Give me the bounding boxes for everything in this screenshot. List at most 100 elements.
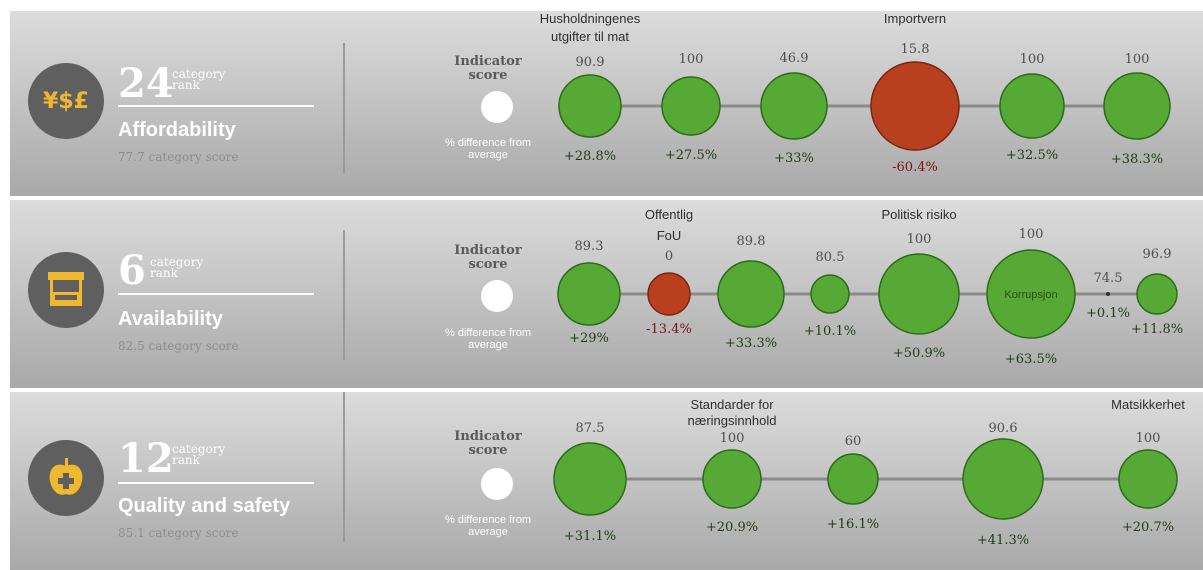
category-score: 85.1 category score xyxy=(118,526,239,540)
indicator-difference-label: +11.8% xyxy=(1131,322,1183,337)
bubble-chart-availability: 89.3 +29% 0 -13.4% Offentlig FoU 89.8 +33.3% 80.… xyxy=(557,207,1183,367)
indicator-name-label: Politisk risiko xyxy=(881,207,956,222)
indicator-score-label: 100 xyxy=(1020,52,1045,67)
category-panel-availability: 6 category rank Availability 82.5 categor… xyxy=(10,200,1203,388)
category-rank: 24 xyxy=(118,60,174,107)
indicator-bubble xyxy=(661,76,721,136)
panel-divider xyxy=(343,392,345,542)
indicator-difference-label: +38.3% xyxy=(1111,152,1163,167)
indicator-score-label: 100 xyxy=(679,52,704,67)
indicator-difference-label: +33% xyxy=(774,151,814,166)
indicator-bubble xyxy=(1118,449,1178,509)
indicator-score-label: 100 xyxy=(1136,431,1161,446)
indicator-name-label: næringsinnhold xyxy=(688,413,777,428)
rank-underline xyxy=(118,482,314,484)
rank-caption: category rank xyxy=(172,67,226,92)
indicator-difference-label: +29% xyxy=(569,331,609,346)
legend-difference: % difference from average xyxy=(444,327,531,351)
indicator-bubble xyxy=(962,438,1044,520)
indicator-score-label: 80.5 xyxy=(816,250,845,265)
indicator-score-label: 15.8 xyxy=(901,42,930,57)
legend-dot xyxy=(481,468,513,500)
indicator-score-label: 46.9 xyxy=(780,51,809,66)
indicator-name-label: FoU xyxy=(657,228,682,243)
panel-divider xyxy=(343,230,345,360)
indicator-bubble xyxy=(717,260,785,328)
indicator-difference-label: +31.1% xyxy=(564,529,616,544)
rank-caption: category rank xyxy=(172,442,226,467)
indicator-score-label: 100 xyxy=(1019,227,1044,242)
legend-dot xyxy=(481,280,513,312)
indicator-bubble xyxy=(999,73,1065,139)
category-score: 77.7 category score xyxy=(118,150,239,164)
indicator-difference-label: +20.7% xyxy=(1122,520,1174,535)
indicator-score-label: 100 xyxy=(907,232,932,247)
category-name: Availability xyxy=(118,308,223,330)
indicator-score-label: 89.3 xyxy=(575,239,604,254)
indicator-bubble xyxy=(810,274,850,314)
indicator-bubble xyxy=(1103,72,1171,140)
indicator-difference-label: +33.3% xyxy=(725,336,777,351)
indicator-difference-label: +28.8% xyxy=(564,149,616,164)
indicator-score-label: 100 xyxy=(1125,52,1150,67)
category-rank: 12 xyxy=(118,435,174,482)
indicator-bubble xyxy=(557,262,621,326)
market-stall-icon xyxy=(28,252,104,328)
legend-difference: % difference from average xyxy=(444,137,531,161)
indicator-difference-label: +10.1% xyxy=(804,324,856,339)
indicator-bubble xyxy=(1106,292,1110,296)
category-score: 82.5 category score xyxy=(118,339,239,353)
indicator-name-label: Husholdningenes xyxy=(540,11,641,26)
indicator-name-label: Offentlig xyxy=(645,207,693,222)
rank-underline xyxy=(118,293,314,295)
category-panel-quality-safety: 12 category rank Quality and safety 85.1 … xyxy=(10,392,1203,570)
indicator-bubble xyxy=(760,72,828,140)
indicator-inner-label: Korrupsjon xyxy=(1004,289,1057,301)
category-name: Quality and safety xyxy=(118,495,291,517)
category-rank: 6 xyxy=(118,247,146,294)
legend-dot xyxy=(481,91,513,123)
indicator-bubble xyxy=(986,249,1076,339)
indicator-bubble xyxy=(558,74,622,138)
category-name: Affordability xyxy=(118,119,236,141)
indicator-name-label: Standarder for xyxy=(690,397,774,412)
legend-indicator-score: Indicator score xyxy=(454,429,522,458)
currency-icon: ¥$£ xyxy=(28,63,104,139)
indicator-bubble xyxy=(647,272,691,316)
rank-underline xyxy=(118,105,314,107)
indicator-score-label: 90.9 xyxy=(576,55,605,70)
indicator-difference-label: +27.5% xyxy=(665,148,717,163)
indicator-name-label: Importvern xyxy=(884,11,946,26)
legend-indicator-score: Indicator score xyxy=(454,54,522,83)
indicator-difference-label: -60.4% xyxy=(892,160,938,175)
indicator-difference-label: +16.1% xyxy=(827,517,879,532)
indicator-score-label: 60 xyxy=(845,434,862,449)
indicator-difference-label: +32.5% xyxy=(1006,148,1058,163)
indicator-difference-label: +50.9% xyxy=(893,346,945,361)
indicator-score-label: 89.8 xyxy=(737,234,766,249)
indicator-difference-label: +20.9% xyxy=(706,520,758,535)
indicator-score-label: 0 xyxy=(665,249,673,264)
indicator-bubble xyxy=(878,253,960,335)
indicator-bubble xyxy=(553,442,627,516)
indicator-score-label: 74.5 xyxy=(1094,271,1123,286)
indicator-bubble xyxy=(870,61,960,151)
indicator-name-label: Matsikkerhet xyxy=(1111,397,1185,412)
indicator-bubble xyxy=(827,453,879,505)
legend-indicator-score: Indicator score xyxy=(454,243,522,272)
indicator-score-label: 90.6 xyxy=(989,421,1018,436)
indicator-difference-label: +63.5% xyxy=(1005,352,1057,367)
rank-caption: category rank xyxy=(150,255,204,280)
category-panel-affordability: ¥$£ 24 category rank Affordability 77.7 c… xyxy=(10,11,1203,196)
bubble-chart-affordability: 90.9 +28.8% Husholdningenes utgifter til ma… xyxy=(540,11,1171,175)
indicator-difference-label: +41.3% xyxy=(977,533,1029,548)
indicator-difference-label: +0.1% xyxy=(1086,306,1130,321)
indicator-score-label: 100 xyxy=(720,431,745,446)
indicator-score-label: 96.9 xyxy=(1143,247,1172,262)
apple-plus-icon xyxy=(28,440,104,516)
indicator-name-label: utgifter til mat xyxy=(551,29,629,44)
panel-divider xyxy=(343,43,345,173)
indicator-score-label: 87.5 xyxy=(576,421,605,436)
legend-difference: % difference from average xyxy=(444,514,531,538)
bubble-chart-quality-safety: 87.5 +31.1% 100 +20.9% Standarder fornærings… xyxy=(553,397,1185,548)
